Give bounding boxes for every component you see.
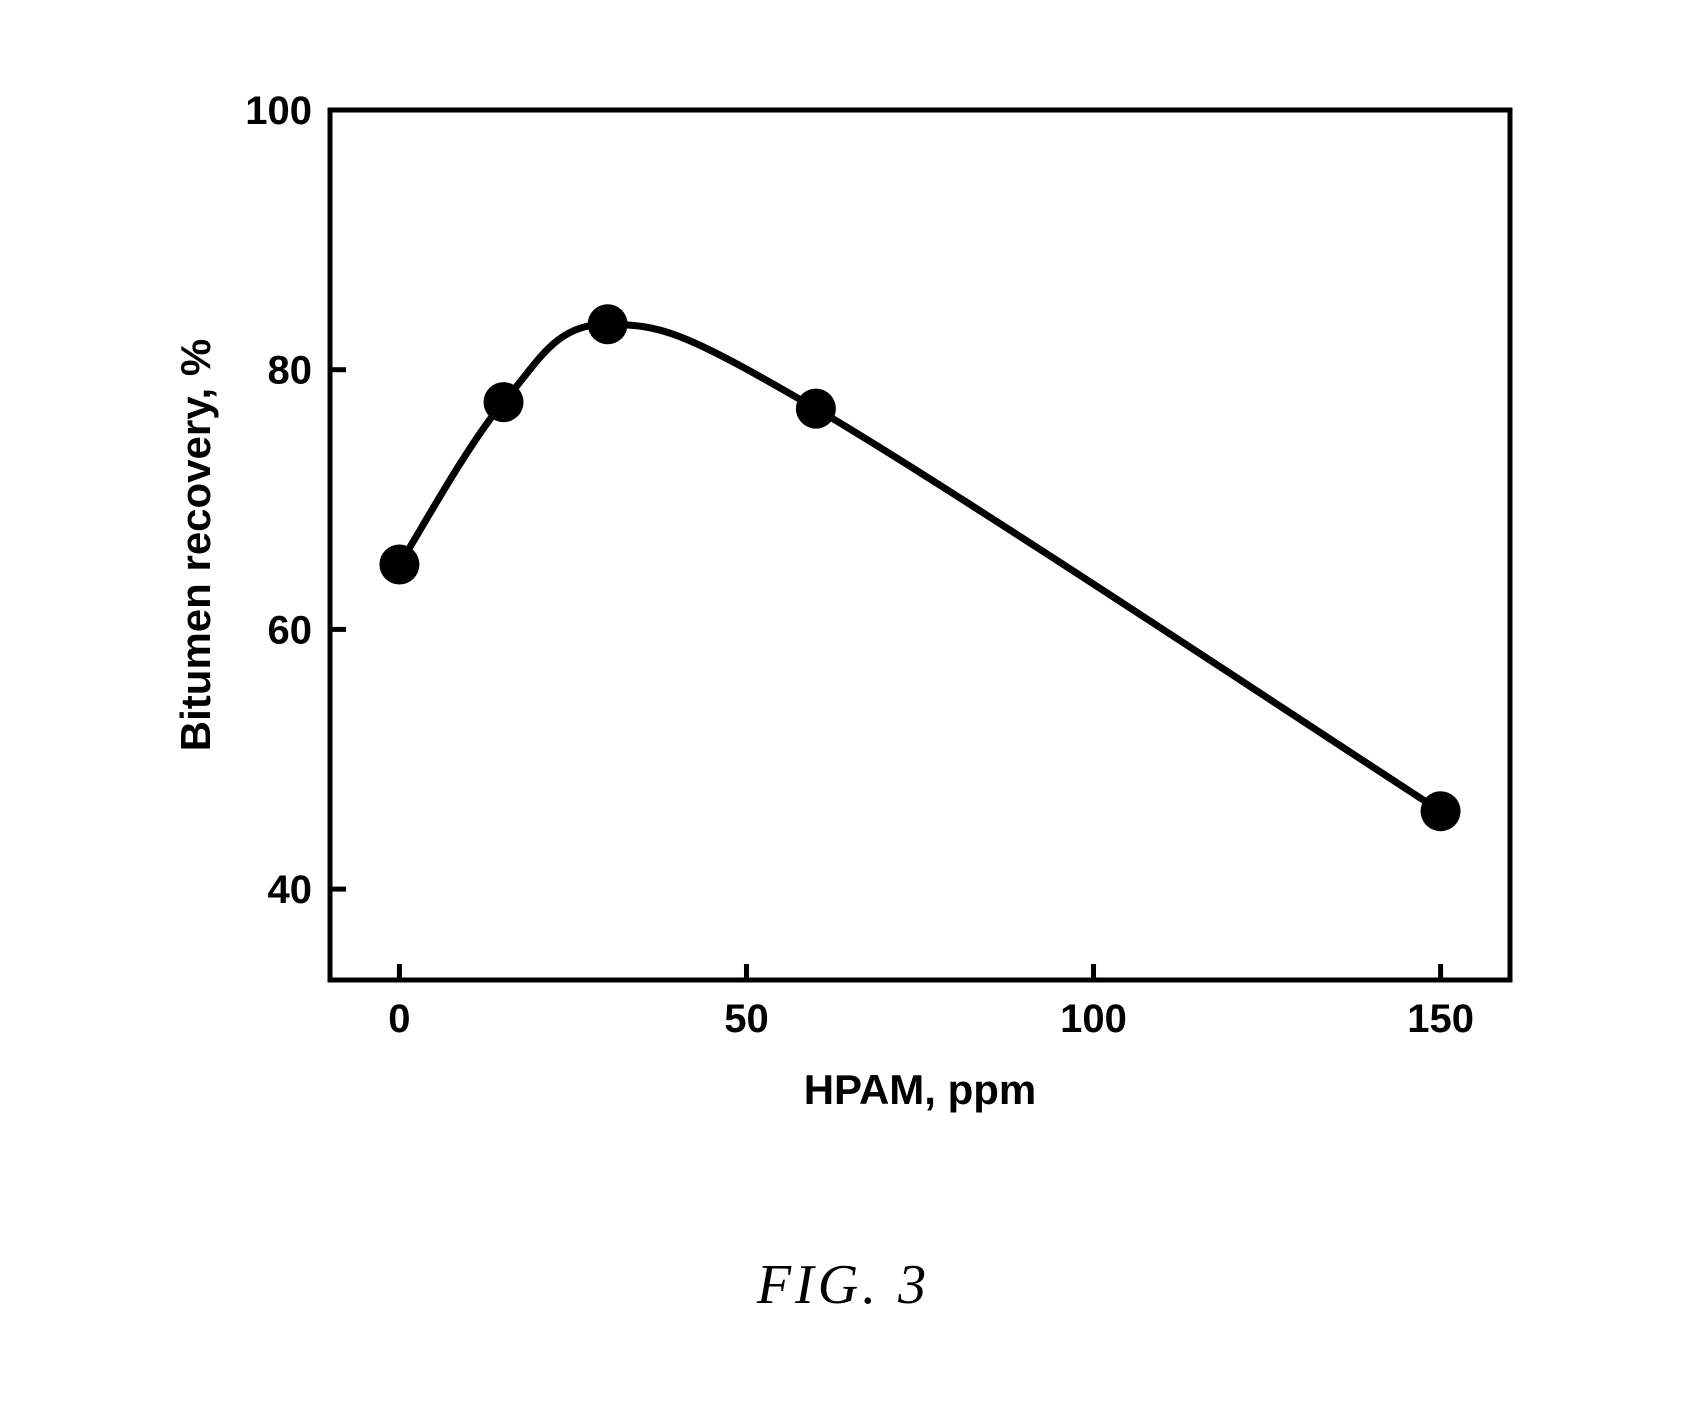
y-axis-label: Bitumen recovery, % [172, 339, 219, 751]
bitumen-recovery-chart: 0 50 100 150 40 60 80 100 HPAM, ppm Bitumen recov… [110, 60, 1590, 1120]
x-tick-label: 50 [724, 997, 769, 1041]
x-tick-label: 0 [388, 997, 410, 1041]
x-tick-label: 100 [1060, 997, 1127, 1041]
data-marker [588, 304, 628, 344]
y-tick-label: 60 [268, 608, 313, 652]
y-tick-label: 100 [245, 89, 312, 133]
x-axis-label: HPAM, ppm [804, 1066, 1037, 1113]
data-marker [796, 389, 836, 429]
data-marker [1421, 791, 1461, 831]
x-tick-label: 150 [1407, 997, 1474, 1041]
figure-caption: FIG. 3 [0, 1253, 1687, 1317]
data-marker [484, 382, 524, 422]
y-tick-label: 40 [268, 868, 313, 912]
y-tick-label: 80 [268, 349, 313, 393]
data-marker [379, 544, 419, 584]
